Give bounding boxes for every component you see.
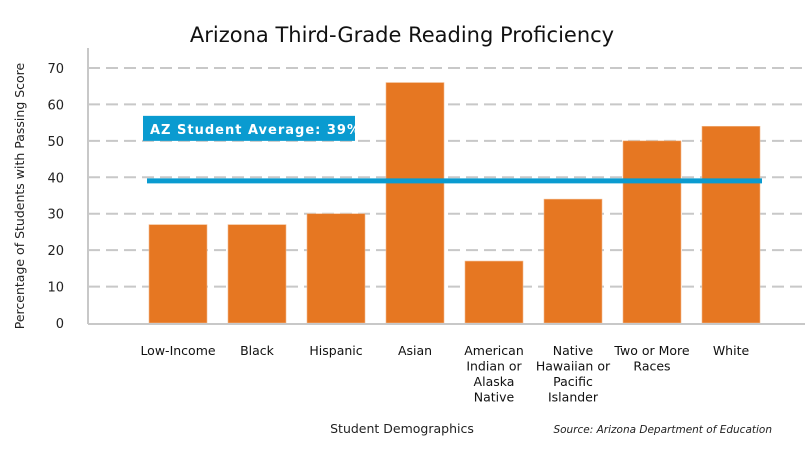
bar: [385, 82, 445, 324]
x-axis-categories: Low-Income Black Hispanic Asian AmericanIndi…: [140, 343, 749, 405]
x-category-label: Native: [553, 343, 594, 358]
y-tick-label: 20: [47, 244, 64, 259]
reference-label-box: [143, 115, 355, 141]
x-category-label: American: [464, 343, 524, 358]
bar: [701, 125, 761, 324]
x-category-label: Pacific: [553, 374, 593, 389]
bar: [464, 260, 524, 324]
x-category-label: Hispanic: [309, 343, 362, 358]
x-category-label: Asian: [398, 343, 432, 358]
x-axis-label: Student Demographics: [330, 421, 474, 436]
y-tick-label: 70: [47, 62, 64, 77]
x-category-label: Low-Income: [140, 343, 215, 358]
bars: [148, 82, 761, 324]
x-category-label: Alaska: [474, 374, 515, 389]
y-tick-label: 60: [47, 98, 64, 113]
y-tick-label: 10: [47, 281, 64, 296]
reference-line-group: AZ Student Average: 39%: [143, 115, 762, 184]
reference-label: AZ Student Average: 39%: [150, 123, 361, 138]
y-tick-label: 30: [47, 208, 64, 223]
y-tick-label: 50: [47, 135, 64, 150]
y-tick-label: 0: [56, 317, 64, 332]
x-category-label: Indian or: [466, 359, 522, 374]
y-axis-label: Percentage of Students with Passing Scor…: [12, 62, 27, 329]
gridlines: [88, 67, 805, 288]
chart-title: Arizona Third-Grade Reading Proficiency: [190, 23, 614, 47]
bar: [306, 213, 366, 324]
source-note: Source: Arizona Department of Education: [553, 424, 772, 436]
y-axis-ticks: 0 10 20 30 40 50 60 70: [47, 62, 64, 332]
x-category-label: Black: [240, 343, 275, 358]
x-category-label: Islander: [548, 390, 599, 405]
bar: [543, 198, 603, 324]
x-category-label: Native: [474, 390, 515, 405]
x-category-label: Hawaiian or: [536, 359, 611, 374]
bar: [622, 140, 682, 324]
x-category-label: White: [713, 343, 750, 358]
bar: [227, 224, 287, 324]
bar: [148, 224, 208, 324]
x-category-label: Two or More: [613, 343, 689, 358]
x-category-label: Races: [633, 359, 670, 374]
y-tick-label: 40: [47, 171, 64, 186]
